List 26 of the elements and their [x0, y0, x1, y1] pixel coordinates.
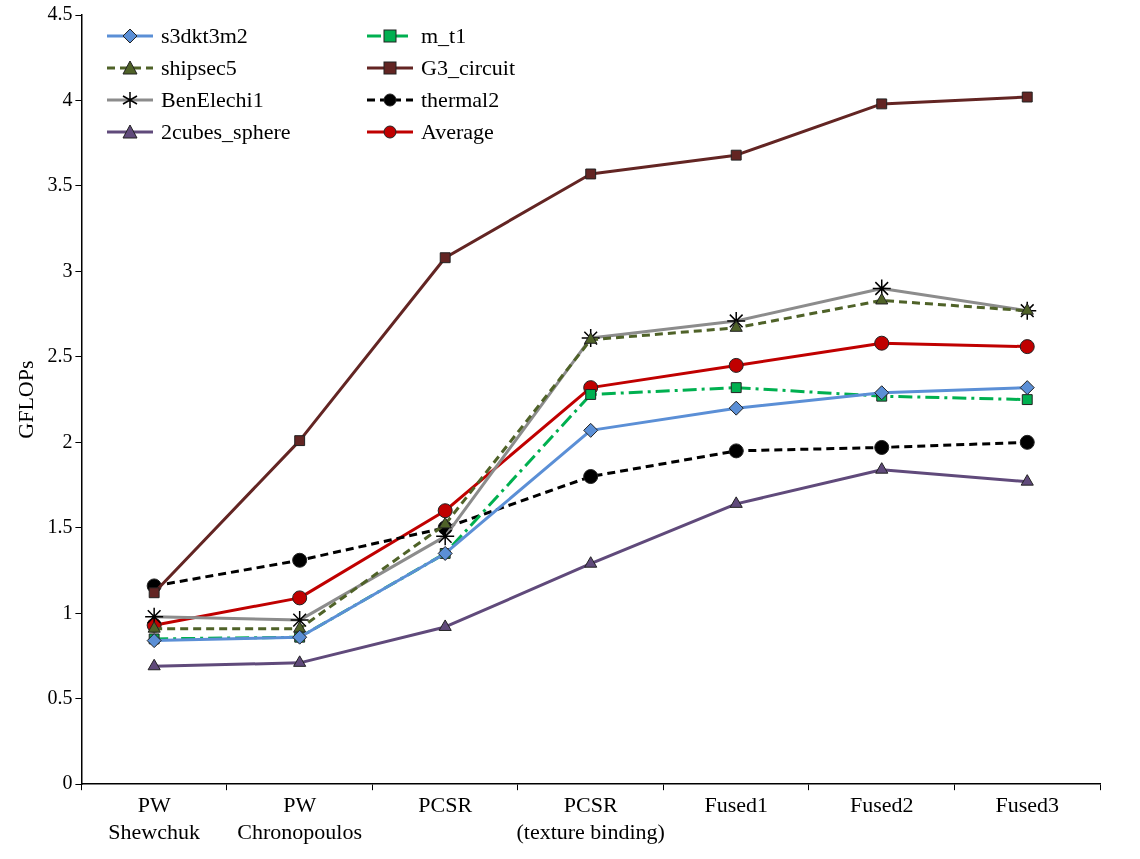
y-tick-label: 1.5	[47, 515, 73, 538]
y-tick-label: 2	[62, 429, 73, 452]
x-tick-label: Fused1	[704, 792, 768, 818]
legend-label: m_t1	[421, 23, 467, 49]
x-tick-label: Fused2	[849, 792, 914, 818]
y-tick-label: 2.5	[47, 344, 73, 367]
legend-label: BenElechi1	[161, 87, 264, 113]
legend-label: shipsec5	[161, 55, 237, 81]
x-tick-label: PW Shewchuk	[108, 792, 200, 844]
legend-label: s3dkt3m2	[161, 23, 248, 49]
y-tick-label: 0.5	[47, 685, 73, 708]
x-tick-label: PCSR	[418, 792, 473, 818]
y-tick-label: 1	[62, 600, 73, 623]
y-tick-label: 3	[62, 258, 73, 281]
y-tick-label: 4.5	[47, 2, 73, 25]
y-tick-label: 4	[62, 87, 73, 110]
y-tick-label: 0	[62, 771, 73, 794]
legend-label: 2cubes_sphere	[161, 119, 291, 145]
y-axis-title: GFLOPs	[12, 360, 38, 439]
legend-label: Average	[421, 119, 494, 145]
x-tick-label: Fused3	[995, 792, 1060, 818]
y-tick-label: 3.5	[47, 173, 73, 196]
x-tick-label: PW Chronopoulos	[237, 792, 363, 844]
legend-label: thermal2	[421, 87, 500, 113]
x-tick-label: PCSR (texture binding)	[516, 792, 665, 844]
legend-label: G3_circuit	[421, 55, 516, 81]
